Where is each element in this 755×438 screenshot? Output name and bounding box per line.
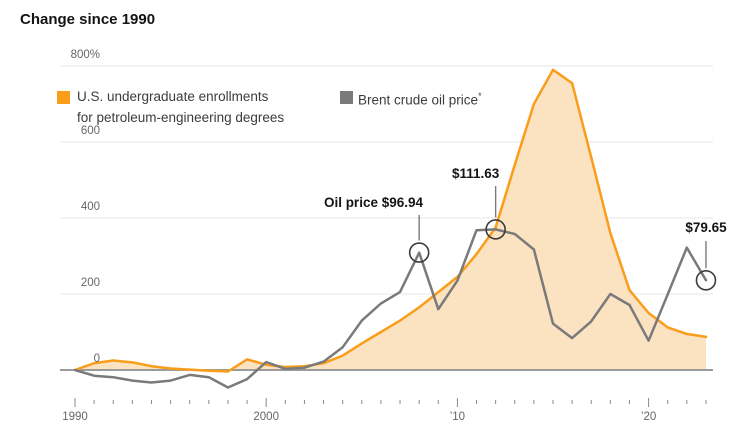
annotation-circle [695, 270, 717, 291]
annotation-circle [485, 219, 506, 240]
x-tick-label: 1990 [62, 411, 88, 423]
enrollment-line [73, 68, 708, 373]
legend-enrollment-label: U.S. undergraduate enrollments for petro… [77, 86, 284, 128]
x-tick-label: 2000 [253, 411, 279, 423]
x-tick-label: ’20 [640, 411, 657, 423]
legend-oil-text: Brent crude oil price [358, 92, 479, 108]
oil-price-line [73, 228, 708, 389]
y-tick-label: 600 [80, 125, 100, 137]
x-tick-label: ’10 [449, 411, 466, 423]
annotation-oil-price-2012: $111.63 [452, 166, 500, 181]
legend-oil-label: Brent crude oil price* [358, 86, 482, 111]
legend-enrollment-swatch [57, 91, 70, 104]
annotation-oil-price-2008: Oil price $96.94 [323, 195, 423, 210]
footnote-mark: * [478, 91, 482, 101]
enrollment-area [75, 69, 706, 372]
y-tick-label: 200 [80, 277, 100, 289]
legend-enrollment-line1: U.S. undergraduate enrollments [77, 89, 269, 104]
y-tick-label: 800% [70, 49, 100, 61]
annotation-oil-price-latest: $79.65 [685, 220, 727, 235]
page-title: Change since 1990 [20, 11, 156, 28]
y-tick-label: 0 [93, 353, 100, 365]
legend-enrollment-line2: for petroleum-engineering degrees [77, 110, 285, 125]
y-tick-label: 400 [80, 201, 100, 213]
legend-oil-swatch [340, 91, 353, 104]
annotation-circle [408, 242, 430, 263]
